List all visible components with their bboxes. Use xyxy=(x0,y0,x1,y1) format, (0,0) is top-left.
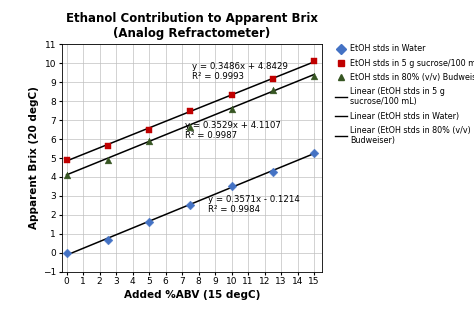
Point xyxy=(63,173,70,178)
Y-axis label: Apparent Brix (20 degC): Apparent Brix (20 degC) xyxy=(28,87,39,229)
Point xyxy=(187,108,194,113)
Point xyxy=(310,151,318,156)
Text: y = 0.3486x + 4.8429
R² = 0.9993: y = 0.3486x + 4.8429 R² = 0.9993 xyxy=(192,62,288,81)
Point xyxy=(228,93,236,98)
Point xyxy=(145,127,153,132)
Point xyxy=(145,138,153,143)
Text: y = 0.3571x - 0.1214
R² = 0.9984: y = 0.3571x - 0.1214 R² = 0.9984 xyxy=(209,195,301,214)
Point xyxy=(187,124,194,129)
Point xyxy=(104,238,111,243)
Point xyxy=(104,157,111,162)
Point xyxy=(310,59,318,64)
Point xyxy=(104,143,111,148)
Point xyxy=(63,157,70,162)
Point xyxy=(228,106,236,111)
Title: Ethanol Contribution to Apparent Brix
(Analog Refractometer): Ethanol Contribution to Apparent Brix (A… xyxy=(66,12,318,40)
Point xyxy=(310,73,318,78)
Point xyxy=(228,184,236,189)
Legend: EtOH stds in Water, EtOH stds in 5 g sucrose/100 mL, EtOH stds in 80% (v/v) Budw: EtOH stds in Water, EtOH stds in 5 g suc… xyxy=(333,42,474,148)
Text: y = 0.3529x + 4.1107
R² = 0.9987: y = 0.3529x + 4.1107 R² = 0.9987 xyxy=(185,121,281,140)
X-axis label: Added %ABV (15 degC): Added %ABV (15 degC) xyxy=(124,290,260,301)
Point xyxy=(63,250,70,255)
Point xyxy=(145,220,153,225)
Point xyxy=(187,203,194,208)
Point xyxy=(269,170,277,175)
Point xyxy=(269,77,277,82)
Point xyxy=(269,87,277,92)
